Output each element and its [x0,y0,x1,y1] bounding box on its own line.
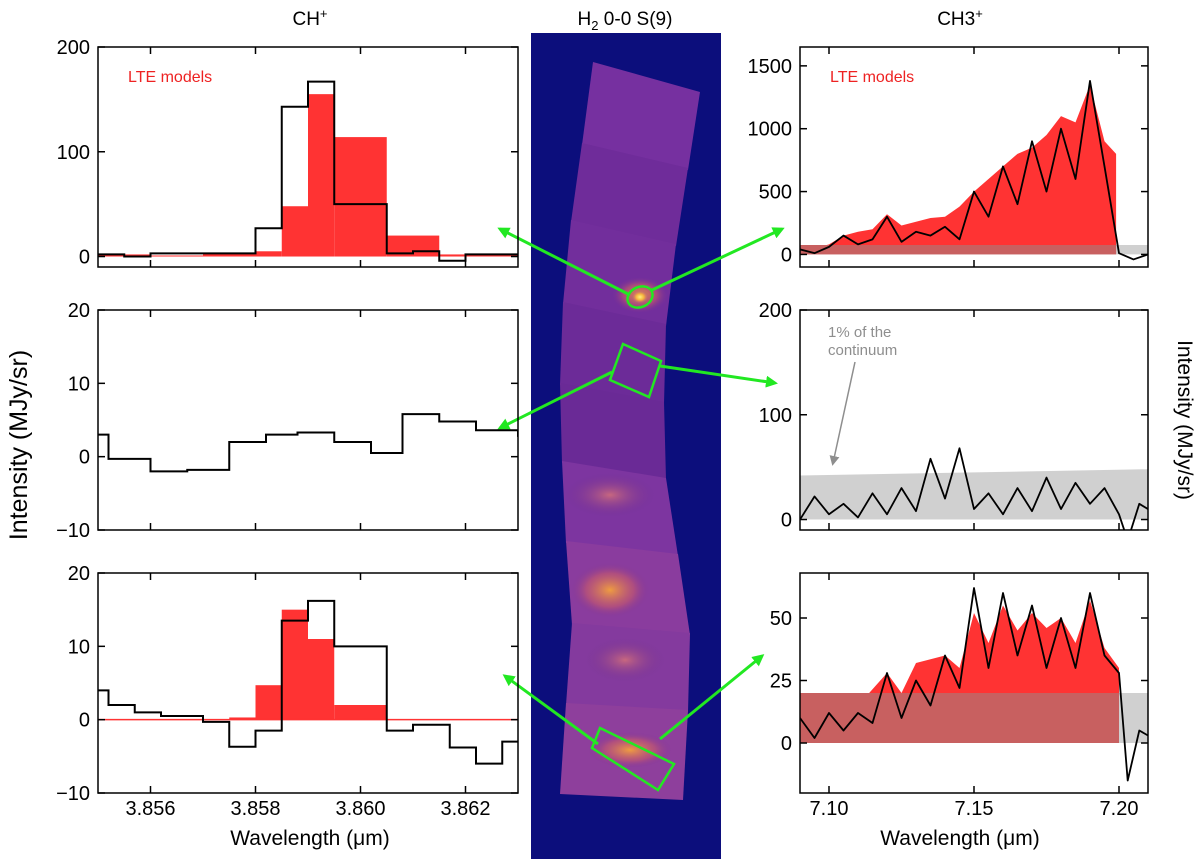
map-tile [571,143,688,246]
map-tile [560,302,666,404]
y-tick-label: −10 [56,783,90,805]
model-bar [281,609,308,720]
left-y-axis-label: Intensity (MJy/sr) [5,350,33,540]
plot-area [800,587,1148,782]
y-tick-label: 0 [781,733,792,755]
y-tick-label: 20 [68,300,90,322]
plot-area [98,599,518,765]
y-tick-label: 25 [770,671,792,693]
arrow-to-ch-bottom [502,674,599,746]
arrow-to-ch3-middle [659,364,778,388]
map-glow [570,562,650,618]
model-bar [203,253,256,257]
model-continuum-overlap [800,245,1117,255]
plot-area [800,447,1148,530]
map-tile [560,383,666,480]
observed-step [98,80,518,262]
chart-panel-ch_plus_middle: −10 0 10 20 [56,300,519,542]
y-tick-label: 50 [770,608,792,630]
h2-emission-map [531,33,721,859]
model-bar [308,94,335,257]
region-markers [497,227,785,792]
x-tick-label: 3.862 [440,798,490,820]
y-tick-label: 0 [79,447,90,469]
right-y-axis-label: Intensity (MJy/sr) [1173,340,1196,500]
y-tick-label: 0 [781,510,792,532]
model-area [800,84,1117,255]
model-continuum-overlap [800,693,1119,743]
map-glow [588,732,672,768]
y-tick-label: 1500 [748,56,793,78]
region-box-middle [608,342,663,399]
observed-step [98,413,518,473]
y-tick-label: 0 [781,244,792,266]
axes-frame [97,46,519,268]
observed-line [800,447,1148,530]
arrow-to-ch3-bottom [659,654,765,741]
map-glow [565,473,655,517]
x-tick-label: 7.20 [1100,798,1139,820]
continuum-note-line1: 1% of the [828,324,891,341]
chart-panel-ch_plus_bottom: 3.856 3.858 3.860 3.862 −10 0 10 20 [56,563,519,820]
x-tick-label: 3.860 [335,798,385,820]
plot-area [98,413,518,473]
chart-panel-ch3_plus_middle: 0 100 200 [759,300,1149,532]
y-tick-label: 200 [759,300,792,322]
y-tick-label: 100 [57,142,90,164]
right-x-axis-label: Wavelength (μm) [880,827,1040,850]
model-bar [439,254,518,257]
axes-frame [97,572,519,794]
plot-area [98,80,518,262]
right-column-title: CH3+ [937,6,983,30]
chart-panel-ch3_plus_top: 0 500 1000 1500 [748,46,1149,268]
axes-frame [97,309,519,531]
y-tick-label: 1000 [748,119,793,141]
observed-line [800,80,1148,261]
y-tick-label: 0 [79,710,90,732]
model-bar [281,206,308,257]
arrow-to-ch3-top [651,227,785,292]
lte-models-label-left: LTE models [128,69,212,86]
x-tick-label: 7.10 [810,798,849,820]
map-tile [582,62,700,170]
y-tick-label: −10 [56,520,90,542]
x-tick-label: 3.858 [230,798,280,820]
left-x-axis-label: Wavelength (μm) [230,827,390,850]
lte-models-label-right: LTE models [830,69,914,86]
arrow-to-ch-top [497,227,631,297]
region-ellipse-top [626,285,654,309]
center-map-title: H2 0-0 S(9) [578,9,673,33]
model-bar [308,639,335,720]
y-tick-label: 20 [68,563,90,585]
left-column-title: CH+ [292,6,327,30]
y-tick-label: 10 [68,373,90,395]
continuum-note-arrow [829,361,856,466]
x-tick-label: 7.15 [955,798,994,820]
y-tick-label: 100 [759,405,792,427]
y-tick-label: 0 [79,247,90,269]
model-bar [150,255,203,257]
map-glow [585,638,665,682]
y-tick-label: 500 [759,182,792,204]
x-tick-label: 3.856 [125,798,175,820]
chart-panel-ch3_plus_bottom: 7.10 7.15 7.20 0 25 50 [770,572,1149,820]
observed-line [800,587,1148,782]
y-tick-label: 10 [68,636,90,658]
model-bar [334,705,387,720]
map-hotspot [631,290,649,304]
y-tick-label: 200 [57,37,90,59]
model-bar [255,685,282,720]
model-bar [255,251,282,257]
observed-step [98,599,518,765]
model-bar [334,137,387,257]
chart-panel-ch_plus_top: 0 100 200 [57,37,519,269]
model-bar [229,717,256,720]
continuum-note-line2: continuum [828,342,897,359]
plot-area [800,80,1148,261]
